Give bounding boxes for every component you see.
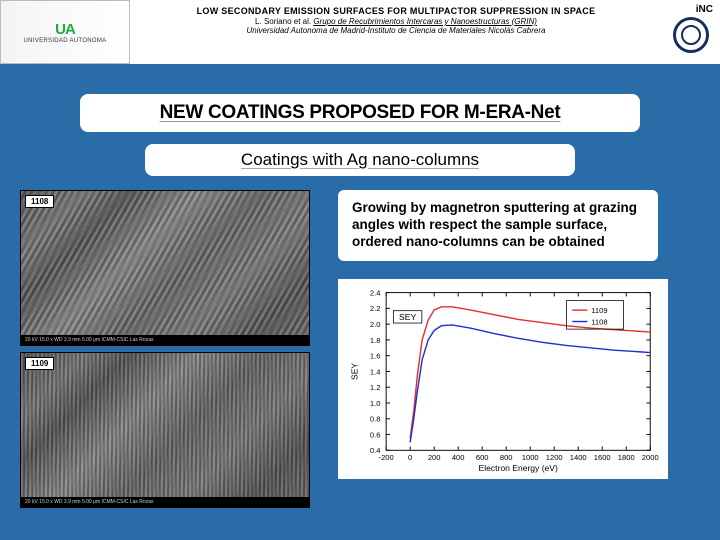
- sem-footer-2: 20 kV 15.0 x WD 3.9 mm 5.00 μm ICMM-CSIC…: [21, 497, 309, 507]
- content-row: 1108 20 kV 15.0 x WD 3.9 mm 5.00 μm ICMM…: [0, 190, 720, 508]
- svg-text:0: 0: [408, 452, 412, 461]
- sem-label-1: 1108: [25, 195, 54, 208]
- svg-text:0.8: 0.8: [370, 414, 381, 423]
- svg-text:-200: -200: [379, 452, 394, 461]
- svg-text:200: 200: [428, 452, 441, 461]
- logo-uam: UA UNIVERSIDAD AUTONOMA: [0, 0, 130, 64]
- svg-text:1000: 1000: [522, 452, 539, 461]
- svg-text:1600: 1600: [594, 452, 611, 461]
- svg-text:1400: 1400: [570, 452, 587, 461]
- svg-text:0.6: 0.6: [370, 430, 381, 439]
- subtitle-box: Coatings with Ag nano-columns: [145, 144, 575, 176]
- svg-text:1.0: 1.0: [370, 398, 381, 407]
- svg-text:1.6: 1.6: [370, 351, 381, 360]
- svg-text:1109: 1109: [591, 306, 607, 315]
- svg-text:1108: 1108: [591, 317, 607, 326]
- logo-uam-text: UNIVERSIDAD AUTONOMA: [24, 38, 107, 44]
- svg-text:1800: 1800: [618, 452, 635, 461]
- sey-chart-svg: -200 0 200 400 600 800 1000 1200 1400 1600 1800 200…: [342, 285, 664, 475]
- main-title: NEW COATINGS PROPOSED FOR M-ERA-Net: [92, 102, 628, 124]
- sem-image-1: 1108 20 kV 15.0 x WD 3.9 mm 5.00 μm ICMM…: [20, 190, 310, 346]
- logo-inc-text: iNC: [696, 4, 713, 15]
- svg-text:Electron Energy (eV): Electron Energy (eV): [479, 463, 558, 473]
- logo-inc: iNC: [662, 0, 720, 64]
- svg-text:SEY: SEY: [399, 312, 416, 322]
- svg-text:800: 800: [500, 452, 513, 461]
- svg-text:2000: 2000: [642, 452, 659, 461]
- header-title: LOW SECONDARY EMISSION SURFACES FOR MULT…: [138, 6, 654, 16]
- header-text: LOW SECONDARY EMISSION SURFACES FOR MULT…: [130, 0, 662, 35]
- svg-text:1.8: 1.8: [370, 335, 381, 344]
- svg-text:2.4: 2.4: [370, 288, 381, 297]
- description-box: Growing by magnetron sputtering at grazi…: [338, 190, 658, 261]
- main-title-box: NEW COATINGS PROPOSED FOR M-ERA-Net: [80, 94, 640, 132]
- svg-text:1.2: 1.2: [370, 383, 381, 392]
- logo-uam-mark: UA: [55, 21, 75, 38]
- svg-text:SEY: SEY: [350, 362, 360, 379]
- header-sub2: Universidad Autonoma de Madrid-Instituto…: [138, 26, 654, 35]
- description-text: Growing by magnetron sputtering at grazi…: [352, 200, 644, 251]
- header: UA UNIVERSIDAD AUTONOMA LOW SECONDARY EM…: [0, 0, 720, 64]
- sem-footer-1: 20 kV 15.0 x WD 3.9 mm 5.00 μm ICMM-CSIC…: [21, 335, 309, 345]
- logo-inc-icon: [673, 17, 709, 53]
- svg-text:400: 400: [452, 452, 465, 461]
- svg-text:2.2: 2.2: [370, 304, 381, 313]
- svg-text:1200: 1200: [546, 452, 563, 461]
- svg-text:1.4: 1.4: [370, 367, 381, 376]
- right-column: Growing by magnetron sputtering at grazi…: [320, 190, 700, 508]
- svg-text:2.0: 2.0: [370, 320, 381, 329]
- sem-column: 1108 20 kV 15.0 x WD 3.9 mm 5.00 μm ICMM…: [20, 190, 320, 508]
- sem-label-2: 1109: [25, 357, 54, 370]
- subtitle: Coatings with Ag nano-columns: [155, 150, 565, 170]
- header-sub1: L. Soriano et al. Grupo de Recubrimiento…: [138, 17, 654, 26]
- svg-text:0.4: 0.4: [370, 446, 381, 455]
- sem-image-2: 1109 20 kV 15.0 x WD 3.9 mm 5.00 μm ICMM…: [20, 352, 310, 508]
- svg-text:600: 600: [476, 452, 489, 461]
- sey-chart: -200 0 200 400 600 800 1000 1200 1400 1600 1800 200…: [338, 279, 668, 479]
